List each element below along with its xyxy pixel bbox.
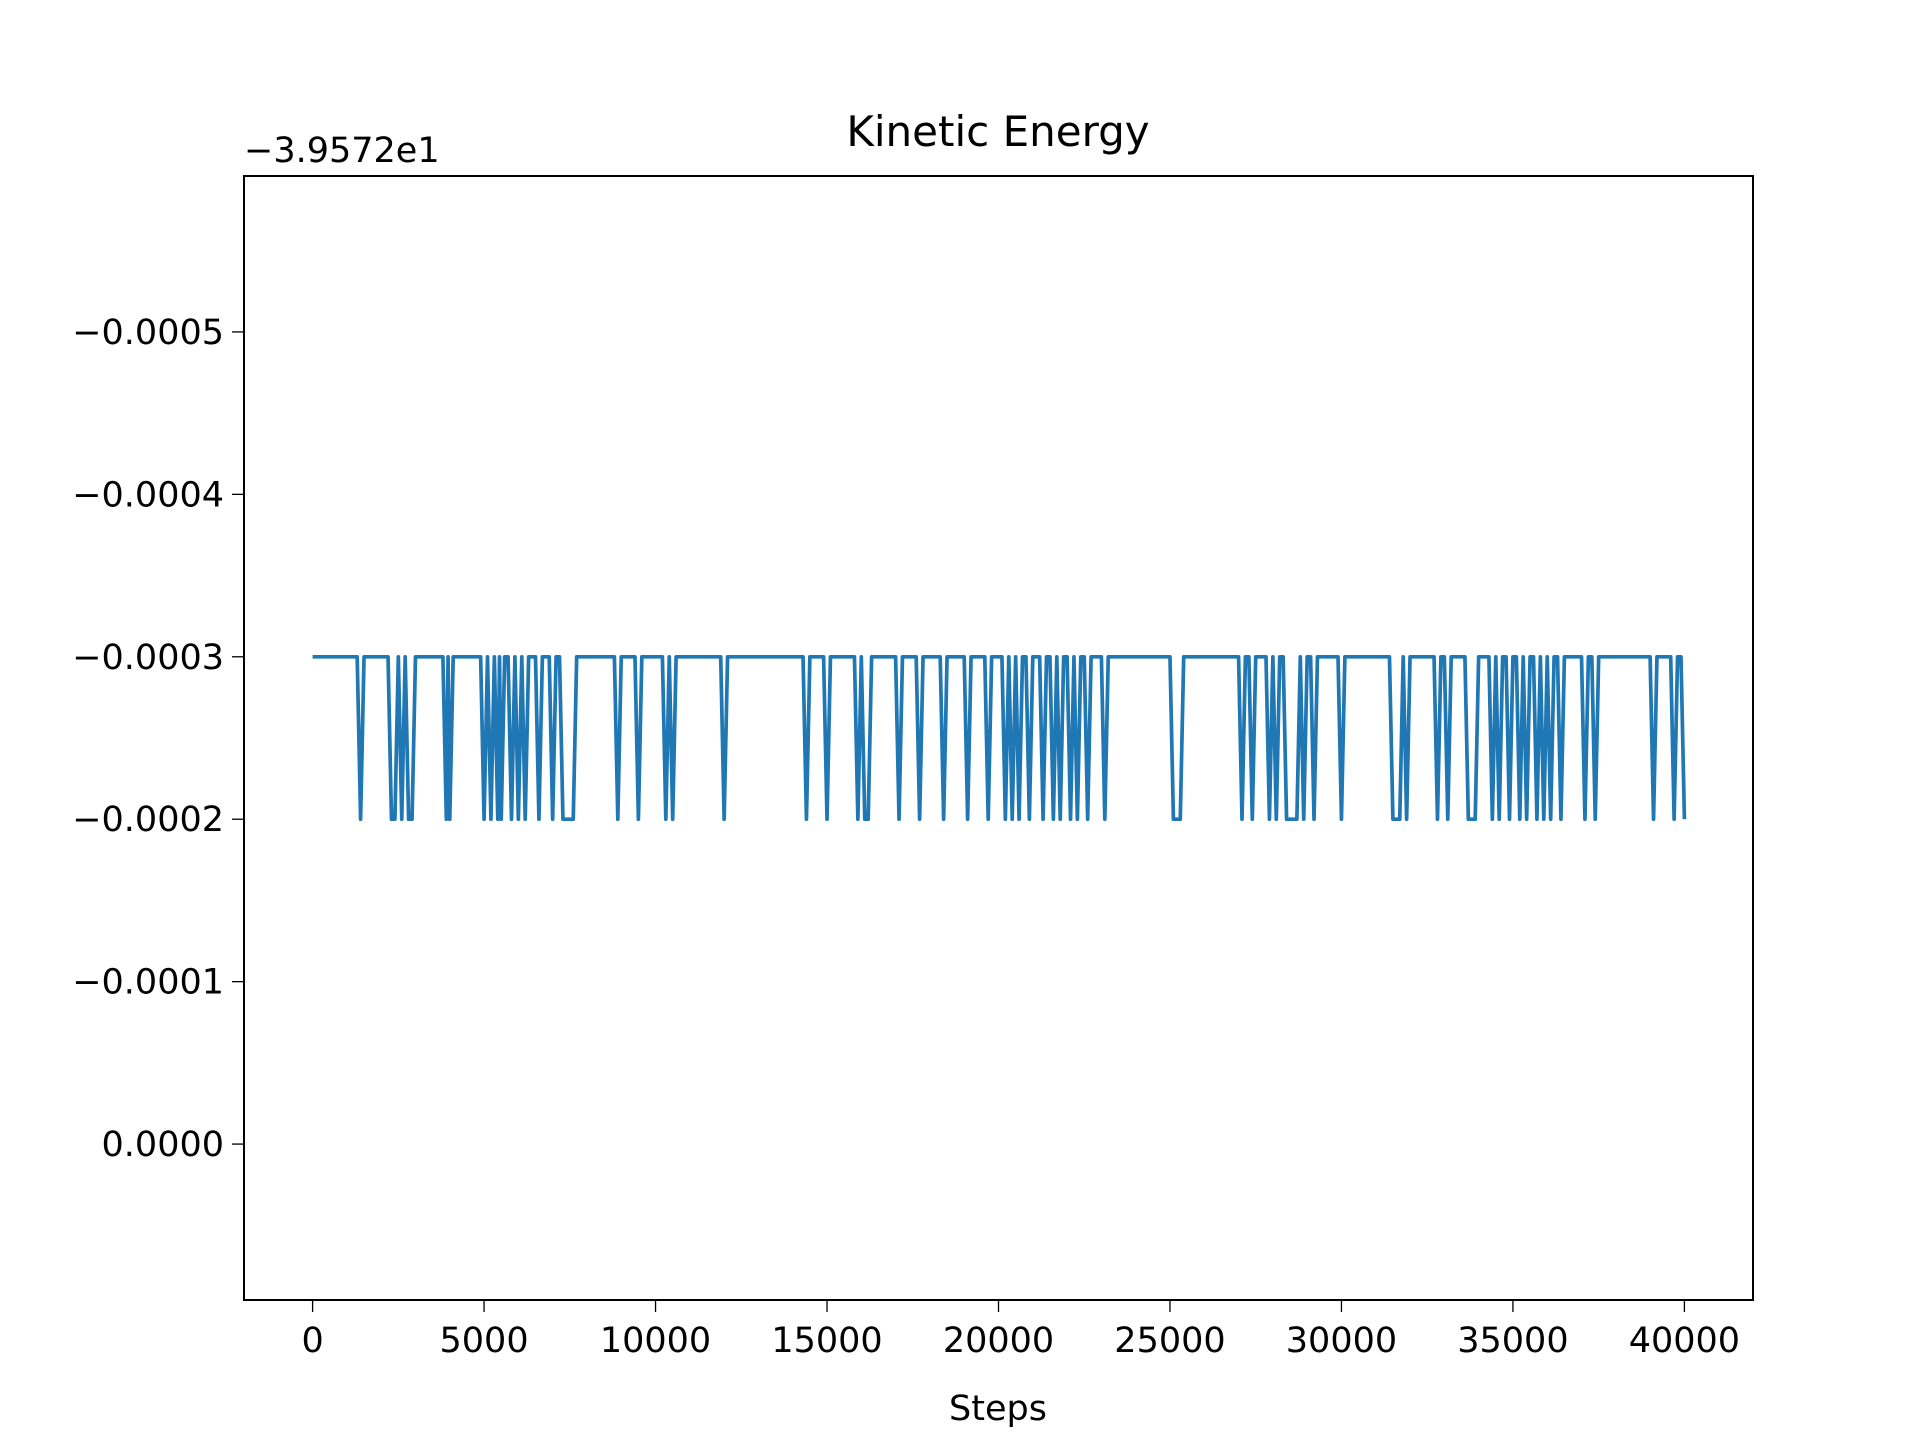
x-tick-label: 0 bbox=[301, 1321, 323, 1361]
x-tick-label: 30000 bbox=[1286, 1321, 1397, 1361]
y-tick-label: −0.0005 bbox=[72, 313, 224, 353]
x-tick-label: 15000 bbox=[771, 1321, 882, 1361]
y-tick-label: −0.0003 bbox=[72, 638, 224, 678]
y-tick-label: −0.0001 bbox=[72, 963, 224, 1003]
plot-frame bbox=[243, 175, 1754, 1301]
x-tick-label: 20000 bbox=[943, 1321, 1054, 1361]
offset-label: −3.9572e1 bbox=[244, 131, 440, 171]
y-tick-label: −0.0004 bbox=[72, 475, 224, 515]
x-tick-label: 10000 bbox=[600, 1321, 711, 1361]
x-tick-label: 40000 bbox=[1629, 1321, 1740, 1361]
x-tick-label: 35000 bbox=[1457, 1321, 1568, 1361]
x-axis-label: Steps bbox=[949, 1389, 1047, 1429]
x-tick-label: 25000 bbox=[1114, 1321, 1225, 1361]
data-line bbox=[312, 654, 1687, 822]
y-tick-label: −0.0002 bbox=[72, 800, 224, 840]
chart-title: Kinetic Energy bbox=[846, 107, 1149, 156]
x-tick-label: 5000 bbox=[440, 1321, 529, 1361]
y-tick-label: 0.0000 bbox=[102, 1125, 224, 1165]
